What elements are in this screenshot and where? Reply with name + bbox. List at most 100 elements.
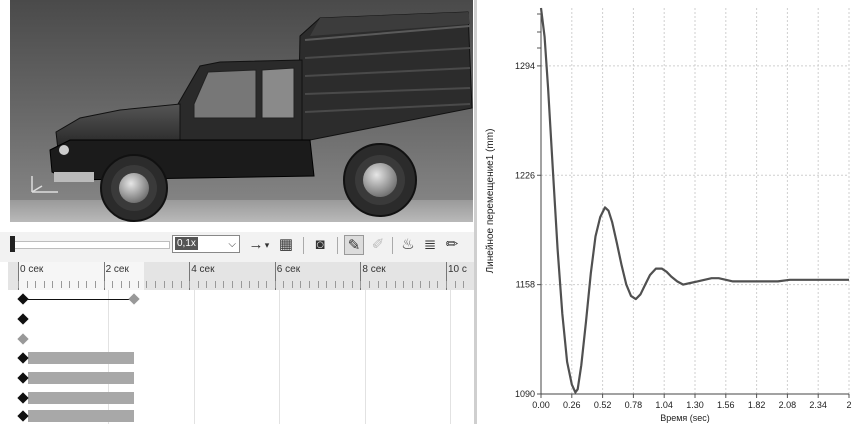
ruler-minor-tick: [411, 281, 413, 288]
ruler-minor-tick: [360, 281, 362, 288]
ruler-minor-tick: [214, 281, 216, 288]
playback-slider-thumb[interactable]: [10, 236, 15, 252]
play-arrow-icon[interactable]: →: [248, 236, 264, 253]
ruler-minor-tick: [437, 281, 439, 288]
pot-icon[interactable]: ♨: [401, 236, 415, 253]
played-range: [18, 262, 144, 290]
playback-speed-select[interactable]: 0,1x ⌵: [172, 235, 240, 253]
ruler-minor-tick: [43, 281, 45, 288]
y-tick-label: 1090: [515, 389, 535, 399]
grid-line: [365, 290, 366, 424]
ruler-minor-tick: [163, 281, 165, 288]
ruler-minor-tick: [146, 281, 148, 288]
keyframe-marker[interactable]: [17, 410, 29, 422]
timeline-track-bar[interactable]: [28, 392, 134, 404]
ruler-minor-tick: [197, 281, 199, 288]
ruler-minor-tick: [112, 281, 114, 288]
film-icon[interactable]: ▦: [278, 236, 294, 253]
keyframe-marker[interactable]: [17, 293, 29, 305]
ruler-minor-tick: [172, 281, 174, 288]
ruler-label: 6 сек: [276, 264, 301, 275]
keyframe-marker[interactable]: [17, 333, 29, 345]
ruler-minor-tick: [103, 281, 105, 288]
ruler-major-tick: [18, 262, 19, 290]
ruler-minor-tick: [60, 281, 62, 288]
keyframe-marker[interactable]: [17, 372, 29, 384]
truck-model: [49, 11, 473, 222]
timeline-track-bar[interactable]: [28, 410, 134, 422]
keyframe-marker[interactable]: [17, 352, 29, 364]
ruler-minor-tick: [317, 281, 319, 288]
ruler-minor-tick: [26, 281, 28, 288]
timeline-panel[interactable]: 0 сек 2 сек 4 сек 6 сек 8 сек 10 с: [0, 262, 474, 424]
ruler-minor-tick: [309, 281, 311, 288]
track-area: [8, 290, 474, 424]
ruler-minor-tick: [232, 281, 233, 288]
dropdown-icon[interactable]: ▾: [264, 240, 270, 250]
ruler-minor-tick: [129, 281, 131, 288]
keyframe-marker[interactable]: [17, 392, 29, 404]
layers-icon[interactable]: ≣: [423, 236, 437, 253]
x-tick-label: 0.78: [625, 400, 643, 410]
ruler-minor-tick: [386, 281, 388, 288]
ruler-minor-tick: [249, 281, 251, 288]
ruler-minor-tick: [428, 281, 430, 288]
ruler-minor-tick: [189, 281, 191, 288]
ruler-minor-tick: [403, 281, 405, 288]
grid-line: [279, 290, 280, 424]
x-tick-label: 1.82: [748, 400, 766, 410]
brush-icon[interactable]: ✎: [344, 235, 364, 255]
ruler-minor-tick: [257, 281, 259, 288]
3d-viewport[interactable]: [10, 0, 473, 222]
ruler-minor-tick: [291, 281, 293, 288]
ruler-minor-tick: [137, 281, 139, 288]
playback-slider[interactable]: [12, 241, 170, 249]
x-tick-label: 1.04: [655, 400, 673, 410]
ruler-major-tick: [103, 262, 105, 290]
toolbar-separator: [392, 237, 393, 254]
ruler-minor-tick: [463, 281, 465, 288]
panel-splitter[interactable]: [474, 0, 477, 424]
camera-icon[interactable]: ◙: [315, 236, 325, 253]
x-tick-label: 1.56: [717, 400, 735, 410]
x-tick-label: 2.08: [779, 400, 797, 410]
ruler-minor-tick: [69, 281, 71, 288]
ruler-minor-tick: [180, 281, 182, 288]
series-line: [539, 7, 849, 394]
chevron-down-icon: ⌵: [228, 239, 236, 250]
ruler-major-tick: [189, 262, 191, 290]
ruler-label: 4 сек: [191, 264, 215, 275]
y-tick-label: 1294: [515, 61, 535, 71]
pencil-icon[interactable]: ✏: [445, 236, 459, 253]
timeline-track-bar[interactable]: [28, 352, 134, 364]
keyframe-marker[interactable]: [128, 293, 140, 305]
x-tick-label: 0.00: [532, 400, 550, 410]
ruler-minor-tick: [35, 281, 37, 288]
ruler-minor-tick: [120, 281, 122, 288]
ruler-major-tick: [274, 262, 276, 290]
time-ruler[interactable]: [8, 262, 474, 290]
grid-line: [194, 290, 195, 424]
y-tick-label: 1158: [516, 280, 535, 290]
x-tick-label: 0.26: [563, 400, 581, 410]
keyframe-marker[interactable]: [17, 313, 29, 325]
ruler-minor-tick: [394, 281, 396, 288]
x-tick-label: 2.34: [809, 400, 827, 410]
ruler-minor-tick: [223, 281, 225, 288]
x-tick-label: 2: [846, 400, 851, 410]
ruler-label: 2 сек: [105, 264, 129, 275]
ruler-label: 8 сек: [362, 264, 386, 275]
playback-speed-value: 0,1x: [175, 237, 198, 250]
ruler-minor-tick: [86, 281, 88, 288]
ruler-major-tick: [360, 262, 362, 290]
timeline-track-bar[interactable]: [28, 372, 134, 384]
ruler-minor-tick: [154, 281, 156, 288]
ruler-minor-tick: [454, 281, 456, 288]
ruler-minor-tick: [420, 281, 422, 288]
x-axis-label: Время (sec): [660, 413, 710, 423]
ruler-minor-tick: [326, 281, 328, 288]
x-tick-label: 0.52: [594, 400, 612, 410]
ruler-label: 10 с: [448, 264, 467, 275]
toolbar-separator: [337, 237, 338, 254]
